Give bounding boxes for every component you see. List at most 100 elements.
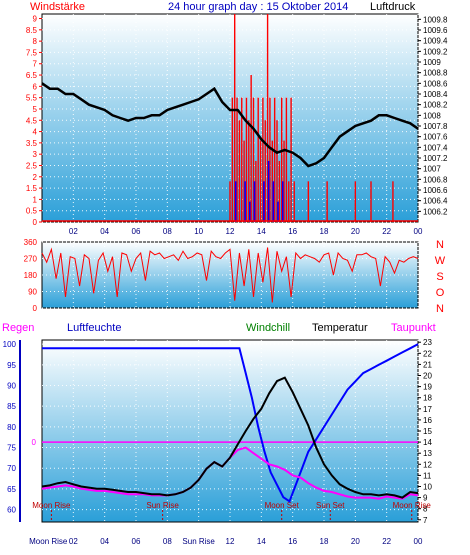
- p3-left-tick-label: 65: [7, 485, 16, 494]
- p2-compass-label: O: [436, 287, 445, 299]
- p3-right-tick-label: 8: [423, 505, 428, 514]
- p3-left-tick-label: 60: [7, 506, 16, 515]
- p1-right-tick-label: 1008.2: [423, 101, 448, 110]
- p3-right-tick-label: 16: [423, 416, 432, 425]
- p3-right-tick-label: 22: [423, 349, 432, 358]
- p3-x-tick-label: 18: [320, 537, 329, 546]
- p1-right-tick-label: 1007.6: [423, 133, 448, 142]
- p3-right-tick-label: 11: [423, 471, 432, 480]
- p3-right-tick-label: 14: [423, 438, 432, 447]
- p1-left-tick-label: 4: [33, 128, 38, 137]
- event-label: Moon Rise: [32, 501, 71, 510]
- humidity-line: [42, 343, 419, 503]
- p3-left-tick-label: 85: [7, 402, 16, 411]
- p3-left-tick-label: 80: [7, 423, 16, 432]
- event-label: Moon Set: [265, 501, 300, 510]
- p3-x-tick-label: Sun Rise: [182, 537, 215, 546]
- pressure-line: [41, 82, 419, 168]
- p3-right-tick-label: 7: [423, 516, 428, 525]
- p1-left-tick-label: 0: [33, 218, 38, 227]
- p1-x-tick-label: 02: [69, 227, 78, 236]
- rain-axis-label: 0: [32, 438, 37, 447]
- p1-left-tick-label: 7: [33, 60, 38, 69]
- p3-right-tick-label: 9: [423, 494, 428, 503]
- p1-left-tick-label: 5: [33, 105, 38, 114]
- p1-right-tick-label: 1009.4: [423, 37, 448, 46]
- temperature-line: [41, 376, 419, 499]
- p3-right-tick-label: 15: [423, 427, 432, 436]
- p2-compass-label: N: [436, 303, 444, 315]
- p1-right-tick-label: 1008.8: [423, 69, 448, 78]
- p1-x-tick-label: 08: [163, 227, 172, 236]
- p1-right-tick-label: 1008.4: [423, 90, 448, 99]
- legend-regen: Regen: [2, 322, 34, 334]
- event-label: Sun Set: [316, 501, 345, 510]
- p3-left-tick-label: 95: [7, 361, 16, 370]
- p3-x-tick-label: 16: [288, 537, 297, 546]
- p1-left-tick-label: 6.5: [26, 71, 38, 80]
- p3-x-tick-label: 00: [414, 537, 423, 546]
- p3-x-tick-label: 08: [163, 537, 172, 546]
- wind-direction-line: [41, 247, 419, 303]
- p2-left-tick-label: 270: [24, 255, 38, 264]
- p1-x-tick-label: 00: [414, 227, 423, 236]
- p1-right-tick-label: 1007: [423, 165, 441, 174]
- p3-left-tick-label: 90: [7, 382, 16, 391]
- p1-right-tick-label: 1006.2: [423, 207, 448, 216]
- p3-right-tick-label: 19: [423, 383, 432, 392]
- p3-x-tick-label: 14: [257, 537, 266, 546]
- p2-compass-label: N: [436, 239, 444, 251]
- p1-right-tick-label: 1007.8: [423, 122, 448, 131]
- p1-right-tick-label: 1009.8: [423, 15, 448, 24]
- p1-left-tick-label: 4.5: [26, 116, 38, 125]
- p3-x-tick-label: 04: [100, 537, 109, 546]
- p3-x-tick-label: 20: [351, 537, 360, 546]
- legend-taupunkt: Taupunkt: [391, 322, 436, 334]
- p2-left-tick-label: 180: [24, 271, 38, 280]
- p1-left-tick-label: 7.5: [26, 48, 38, 57]
- wind-pressure-panel: 00.511.522.533.544.555.566.577.588.59100…: [26, 13, 448, 236]
- p1-left-tick-label: 3: [33, 150, 38, 159]
- p2-left-tick-label: 0: [33, 304, 38, 313]
- p3-right-tick-label: 13: [423, 449, 432, 458]
- p1-right-tick-label: 1006.4: [423, 197, 448, 206]
- p1-left-tick-label: 8.5: [26, 26, 38, 35]
- p3-x-tick-label: 02: [69, 537, 78, 546]
- p1-left-tick-label: 1: [33, 195, 38, 204]
- p1-left-tick-label: 9: [33, 15, 38, 24]
- p1-right-tick-label: 1007.4: [423, 143, 448, 152]
- p2-left-tick-label: 90: [28, 288, 37, 297]
- p1-x-tick-label: 22: [382, 227, 391, 236]
- p1-right-tick-label: 1007.2: [423, 154, 448, 163]
- p3-right-tick-label: 21: [423, 360, 432, 369]
- p1-right-tick-label: 1009.2: [423, 47, 448, 56]
- p1-x-tick-label: 06: [132, 227, 141, 236]
- p2-left-tick-label: 360: [24, 238, 38, 247]
- p1-left-tick-label: 2.5: [26, 161, 38, 170]
- p2-compass-label: W: [435, 255, 446, 267]
- p1-right-tick-label: 1009: [423, 58, 441, 67]
- p3-right-tick-label: 17: [423, 405, 432, 414]
- p1-x-tick-label: 18: [320, 227, 329, 236]
- p3-right-tick-label: 18: [423, 394, 432, 403]
- event-label: Sun Rise: [146, 501, 179, 510]
- p1-left-tick-label: 2: [33, 173, 38, 182]
- p1-right-tick-label: 1009.6: [423, 26, 448, 35]
- p3-x-tick-label: 22: [382, 537, 391, 546]
- p3-right-tick-label: 20: [423, 372, 432, 381]
- p1-left-tick-label: 3.5: [26, 139, 38, 148]
- header-right-label: Luftdruck: [370, 1, 416, 13]
- p3-right-tick-label: 12: [423, 460, 432, 469]
- p3-left-tick-label: 70: [7, 464, 16, 473]
- p1-right-tick-label: 1008: [423, 111, 441, 120]
- p1-x-tick-label: 10: [194, 227, 203, 236]
- p1-left-tick-label: 8: [33, 37, 38, 46]
- p3-right-tick-label: 10: [423, 482, 432, 491]
- p1-left-tick-label: 5.5: [26, 94, 38, 103]
- p1-right-tick-label: 1008.6: [423, 79, 448, 88]
- p1-x-tick-label: 16: [288, 227, 297, 236]
- p1-x-tick-label: 14: [257, 227, 266, 236]
